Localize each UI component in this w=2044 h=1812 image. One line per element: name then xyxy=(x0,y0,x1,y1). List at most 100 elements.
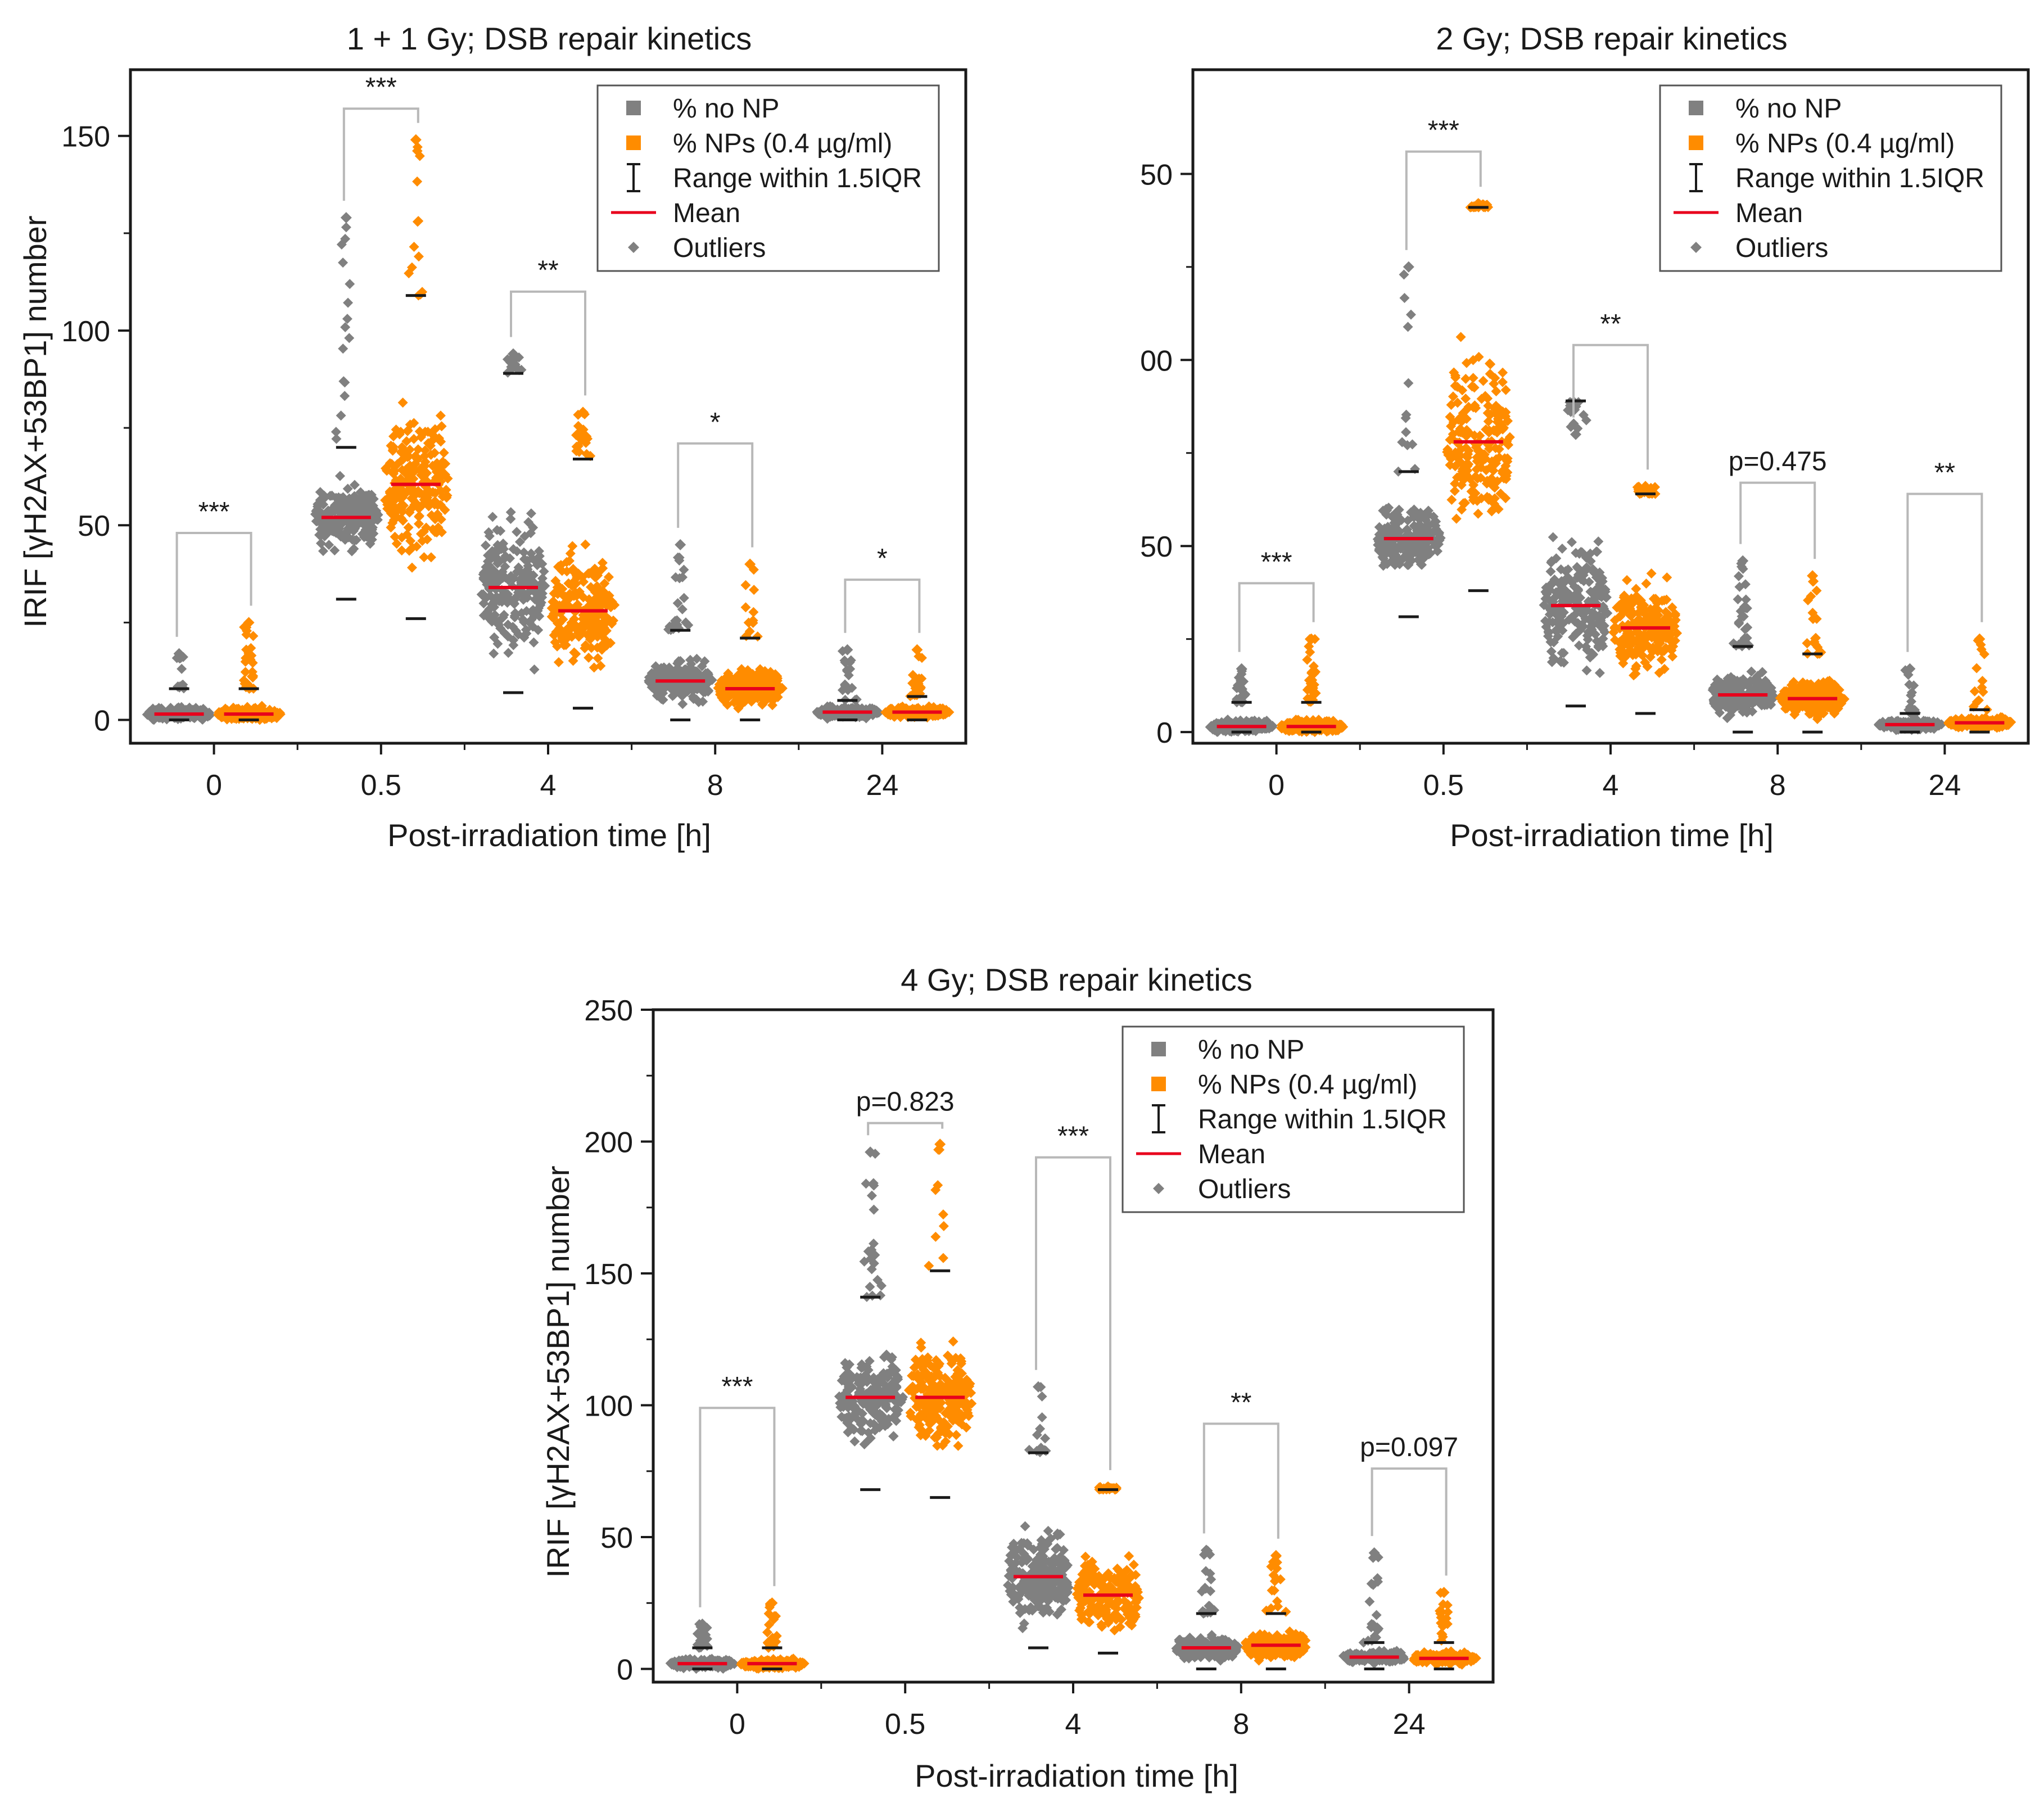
data-point xyxy=(315,517,326,528)
x-tick-label: 0.5 xyxy=(361,769,401,802)
x-tick-label: 4 xyxy=(540,769,557,802)
data-point xyxy=(266,713,277,724)
data-point xyxy=(749,585,759,595)
data-point xyxy=(338,376,349,387)
data-point xyxy=(907,678,918,689)
data-point xyxy=(528,637,539,648)
data-point xyxy=(599,588,610,598)
data-point xyxy=(248,631,259,641)
data-point xyxy=(586,643,597,653)
data-point xyxy=(355,487,366,498)
swarm-no-np-4 xyxy=(476,348,550,694)
data-point xyxy=(1393,466,1404,477)
plot-frame xyxy=(129,68,967,745)
x-axis-label: Post-irradiation time [h] xyxy=(915,1758,1238,1793)
outlier-point xyxy=(675,539,686,550)
data-point xyxy=(847,683,857,693)
data-point xyxy=(839,655,850,666)
x-tick-label: 8 xyxy=(1233,1708,1249,1741)
data-point xyxy=(413,251,424,262)
data-point xyxy=(395,426,406,437)
data-point xyxy=(478,610,489,621)
data-point xyxy=(554,618,565,629)
data-point xyxy=(517,590,528,600)
data-point xyxy=(567,541,578,552)
data-point xyxy=(315,538,326,549)
data-point xyxy=(403,451,413,462)
swarm-no-np-8 xyxy=(644,539,717,721)
x-tick-label: 24 xyxy=(1928,769,1961,802)
data-point xyxy=(245,654,256,665)
data-point xyxy=(743,617,754,628)
data-point xyxy=(928,702,939,712)
swarm-no-np-0-5 xyxy=(1372,261,1446,618)
panel-2-gy: 2 Gy; DSB repair kinetics Post-irradiati… xyxy=(1140,21,2030,853)
significance-label: ** xyxy=(1600,309,1621,339)
data-point xyxy=(521,605,532,616)
y-tick-label: 50 xyxy=(1140,531,1173,563)
significance-bracket xyxy=(844,579,921,633)
data-point xyxy=(537,588,548,599)
data-point xyxy=(1409,504,1419,515)
data-point xyxy=(518,614,528,625)
data-point xyxy=(412,176,423,187)
data-point xyxy=(345,494,355,505)
data-point xyxy=(585,634,595,645)
swarm-no-np-24 xyxy=(812,644,884,724)
x-tick-label: 8 xyxy=(707,769,723,802)
data-point xyxy=(770,684,780,694)
data-point xyxy=(397,397,408,408)
data-point xyxy=(329,506,340,517)
data-point xyxy=(605,602,616,613)
data-point xyxy=(334,495,345,506)
data-point xyxy=(580,539,591,550)
data-point xyxy=(438,448,449,458)
data-point xyxy=(754,690,765,701)
x-tick-label: 0 xyxy=(729,1708,745,1741)
y-tick-label: 00 xyxy=(1140,345,1173,377)
data-point xyxy=(743,667,754,678)
x-tick-label: 0.5 xyxy=(885,1708,925,1741)
legend-label: Mean xyxy=(673,198,740,228)
data-point xyxy=(698,696,708,707)
x-tick-label: 0 xyxy=(1268,769,1285,802)
data-point xyxy=(505,553,515,564)
data-point xyxy=(318,499,329,510)
data-point xyxy=(343,523,354,534)
data-point xyxy=(672,658,683,669)
y-axis-label: IRIF [γH2AX+53BP1] number xyxy=(17,215,53,627)
data-point xyxy=(548,612,558,623)
data-point xyxy=(331,433,342,444)
data-point xyxy=(503,620,513,630)
data-point xyxy=(763,676,774,686)
data-point xyxy=(391,539,402,549)
data-point xyxy=(589,662,599,673)
data-point xyxy=(571,649,581,659)
outlier-point xyxy=(1236,663,1247,675)
x-tick-label: 0 xyxy=(206,769,222,802)
data-point xyxy=(590,593,600,604)
legend-label: % no NP xyxy=(673,94,779,124)
data-point xyxy=(772,671,783,681)
data-point xyxy=(842,665,852,675)
data-point xyxy=(719,690,730,701)
data-point xyxy=(413,444,423,455)
data-point xyxy=(667,621,678,631)
data-point xyxy=(540,581,550,591)
data-point xyxy=(426,552,436,563)
data-point xyxy=(340,391,350,401)
data-point xyxy=(871,708,882,719)
significance-label: * xyxy=(877,544,888,573)
data-point xyxy=(406,504,417,514)
y-tick-label: 150 xyxy=(584,1258,633,1291)
data-point xyxy=(700,686,711,697)
data-point xyxy=(408,461,418,472)
data-point xyxy=(700,668,711,679)
data-point xyxy=(420,426,431,437)
data-point xyxy=(338,344,349,354)
data-point xyxy=(436,436,446,447)
data-point xyxy=(492,639,503,649)
data-point xyxy=(1401,427,1412,437)
data-point xyxy=(576,620,587,631)
data-point xyxy=(492,546,503,557)
